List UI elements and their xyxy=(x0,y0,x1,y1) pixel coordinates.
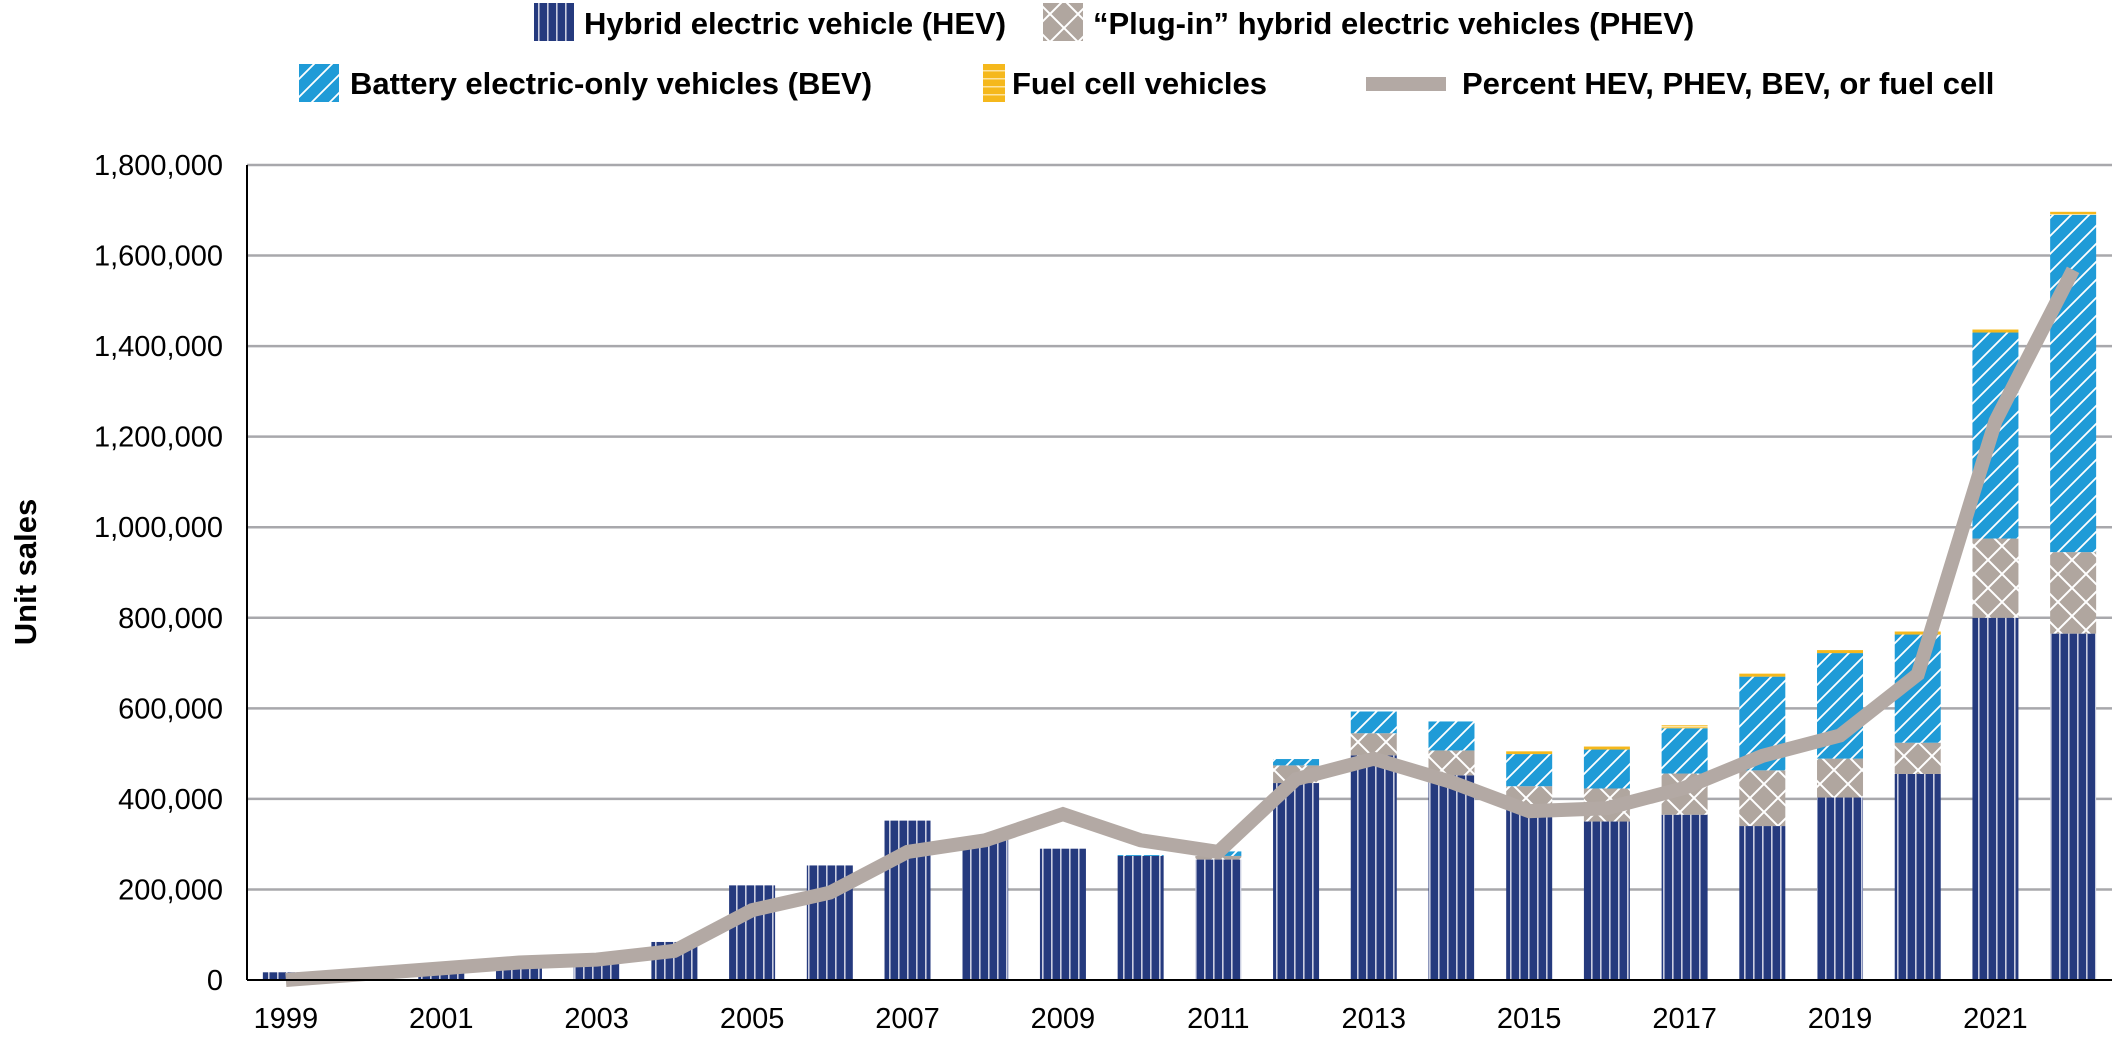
bar-hev xyxy=(1350,755,1397,980)
bar-hev xyxy=(1273,783,1320,980)
bar-hev xyxy=(1583,821,1630,980)
legend-label-bev: Battery electric-only vehicles (BEV) xyxy=(350,66,872,101)
x-tick-label: 1999 xyxy=(254,1003,319,1035)
y-tick-label: 1,200,000 xyxy=(94,422,223,454)
legend-item-phev: “Plug-in” hybrid electric vehicles (PHEV… xyxy=(1043,3,1694,41)
bar-bev xyxy=(1117,855,1164,856)
bar-hev xyxy=(962,838,1009,980)
bar-phev xyxy=(1350,733,1397,756)
bar-bev xyxy=(1428,721,1475,751)
bar-hev xyxy=(1894,773,1941,980)
bar-hev xyxy=(1117,855,1164,980)
bar-bev xyxy=(1350,711,1397,734)
bar-bev xyxy=(1583,749,1630,789)
legend-swatch-bev xyxy=(299,64,339,102)
bar-fuel-cell xyxy=(1817,650,1864,654)
x-tick-label: 2021 xyxy=(1963,1003,2028,1035)
y-tick-labels: 0 200,000 400,000 600,000 800,000 1,000,000 1,… xyxy=(94,150,223,997)
x-tick-label: 2013 xyxy=(1342,1003,1407,1035)
percent-line-layer xyxy=(285,266,2080,987)
y-tick-label: 200,000 xyxy=(118,874,223,906)
x-tick-label: 2005 xyxy=(720,1003,785,1035)
bar-bev xyxy=(1273,759,1320,766)
bar-fuel-cell xyxy=(1972,329,2019,333)
y-axis-label: Unit sales xyxy=(8,499,43,645)
bar-bev xyxy=(2050,214,2097,553)
bar-fuel-cell xyxy=(1661,725,1708,729)
x-tick-label: 2011 xyxy=(1187,1003,1249,1035)
bar-phev xyxy=(1817,758,1864,798)
bar-hev xyxy=(1661,814,1708,980)
x-tick-label: 2015 xyxy=(1497,1003,1562,1035)
y-tick-label: 1,600,000 xyxy=(94,241,223,273)
bar-fuel-cell xyxy=(2050,211,2097,215)
bar-fuel-cell xyxy=(1583,746,1630,750)
y-tick-label: 1,400,000 xyxy=(94,331,223,363)
bar-hev xyxy=(1817,797,1864,980)
bar-hev xyxy=(1195,859,1242,980)
legend-label-hev: Hybrid electric vehicle (HEV) xyxy=(584,6,1006,41)
bar-fuel-cell xyxy=(1894,631,1941,635)
y-tick-label: 0 xyxy=(207,965,223,997)
legend-swatch-hev xyxy=(534,3,574,41)
legend-item-bev: Battery electric-only vehicles (BEV) xyxy=(299,64,872,102)
bar-hev xyxy=(418,970,465,980)
gridlines xyxy=(247,163,2112,891)
bar-bev xyxy=(1506,754,1553,787)
bar-fuel-cell xyxy=(1506,751,1553,755)
legend-label-fuel-cell: Fuel cell vehicles xyxy=(1012,66,1267,101)
percent-line xyxy=(285,266,2080,987)
legend-swatch-phev xyxy=(1043,3,1083,41)
x-tick-label: 2007 xyxy=(875,1003,940,1035)
y-tick-label: 800,000 xyxy=(118,603,223,635)
legend-label-percent-line: Percent HEV, PHEV, BEV, or fuel cell xyxy=(1462,66,1994,101)
bars xyxy=(262,211,2097,980)
bar-hev xyxy=(1972,617,2019,980)
bar-hev xyxy=(1506,805,1553,980)
bar-hev xyxy=(2050,633,2097,980)
x-tick-label: 2003 xyxy=(564,1003,629,1035)
legend: Hybrid electric vehicle (HEV) “Plug-in” … xyxy=(299,3,1994,102)
bar-phev xyxy=(1972,538,2019,618)
legend-swatch-fuel-cell xyxy=(983,64,1005,102)
y-tick-label: 400,000 xyxy=(118,784,223,816)
y-tick-label: 1,000,000 xyxy=(94,512,223,544)
bar-phev xyxy=(1894,742,1941,774)
bar-phev xyxy=(1739,770,1786,827)
legend-label-phev: “Plug-in” hybrid electric vehicles (PHEV… xyxy=(1093,6,1694,41)
legend-item-fuel-cell: Fuel cell vehicles xyxy=(983,64,1267,102)
y-tick-label: 600,000 xyxy=(118,693,223,725)
x-tick-label: 2001 xyxy=(409,1003,474,1035)
x-tick-label: 2009 xyxy=(1031,1003,1096,1035)
bar-phev xyxy=(2050,552,2097,634)
bar-hev xyxy=(1039,848,1086,980)
bar-fuel-cell xyxy=(1739,673,1786,677)
x-tick-label: 2019 xyxy=(1808,1003,1873,1035)
y-tick-label: 1,800,000 xyxy=(94,150,223,182)
bar-bev xyxy=(1661,728,1708,774)
bar-hev xyxy=(1739,826,1786,980)
x-tick-label: 2017 xyxy=(1652,1003,1717,1035)
legend-item-hev: Hybrid electric vehicle (HEV) xyxy=(534,3,1006,41)
axes xyxy=(246,165,2112,981)
bar-hev xyxy=(1428,775,1475,980)
x-tick-labels: 1999 2001 2003 2005 2007 2009 2011 2013 2015 2017… xyxy=(254,1003,2028,1035)
legend-item-percent-line: Percent HEV, PHEV, BEV, or fuel cell xyxy=(1366,66,1994,101)
